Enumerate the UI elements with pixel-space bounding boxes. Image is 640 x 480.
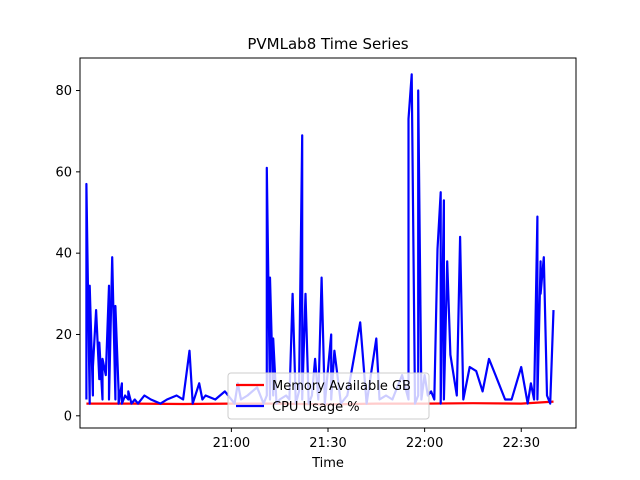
y-tick-label: 60 [55, 165, 72, 180]
y-tick-label: 40 [55, 247, 72, 262]
x-tick-label: 22:00 [406, 436, 443, 451]
x-tick-label: 21:00 [213, 436, 250, 451]
x-tick-label: 21:30 [309, 436, 346, 451]
x-axis: 21:00 21:30 22:00 22:30 [213, 428, 540, 451]
legend: Memory Available GB CPU Usage % [227, 372, 430, 420]
x-tick-label: 22:30 [503, 436, 540, 451]
x-axis-title: Time [311, 456, 344, 471]
y-tick-label: 80 [55, 84, 72, 99]
series-line-cpu [85, 73, 555, 405]
legend-label-cpu: CPU Usage % [272, 400, 360, 415]
y-tick-label: 20 [55, 328, 72, 343]
y-axis: 0 20 40 60 80 [55, 84, 80, 424]
chart-title: PVMLab8 Time Series [247, 35, 408, 53]
legend-label-memory: Memory Available GB [272, 379, 411, 394]
legend-box [227, 372, 430, 420]
y-tick-label: 0 [64, 409, 72, 424]
